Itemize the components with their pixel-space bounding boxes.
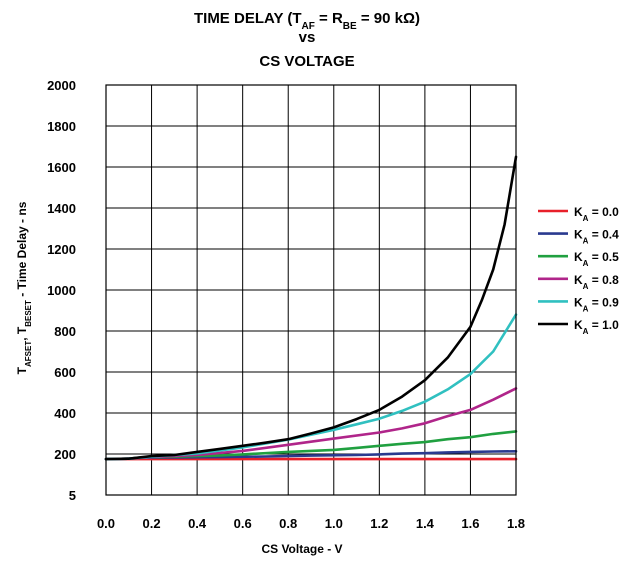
chart-title-line3: CS VOLTAGE bbox=[259, 53, 354, 70]
x-tick-label: 1.6 bbox=[461, 516, 479, 531]
legend-label: KA = 0.4 bbox=[574, 228, 619, 246]
y-tick-label: 1600 bbox=[47, 160, 76, 175]
x-tick-label: 0.2 bbox=[143, 516, 161, 531]
y-tick-label: 1400 bbox=[47, 201, 76, 216]
series-line-0-8 bbox=[104, 387, 518, 461]
y-tick-label: 200 bbox=[54, 447, 76, 462]
chart-title-line1: TIME DELAY (TAF = RBE = 90 kΩ) bbox=[194, 10, 420, 32]
legend-label: KA = 0.0 bbox=[574, 205, 619, 223]
x-tick-label: 0.4 bbox=[188, 516, 207, 531]
y-axis-label: TAFSET, TBESET - Time Delay - ns bbox=[15, 201, 33, 374]
x-tick-label: 1.8 bbox=[507, 516, 525, 531]
x-tick-label: 1.2 bbox=[370, 516, 388, 531]
legend: KA = 0.0 KA = 0.4 KA = 0.5 KA = 0.8 KA = 0.9… bbox=[538, 205, 619, 336]
x-tick-label: 1.4 bbox=[416, 516, 435, 531]
y-tick-label: 600 bbox=[54, 365, 76, 380]
y-tick-label: 800 bbox=[54, 324, 76, 339]
y-tick-label: 2000 bbox=[47, 78, 76, 93]
x-tick-label: 0.8 bbox=[279, 516, 297, 531]
y-tick-label: 1800 bbox=[47, 119, 76, 134]
legend-label: KA = 0.8 bbox=[574, 273, 619, 291]
y-tick-label: 1200 bbox=[47, 242, 76, 257]
series-line-1-0 bbox=[104, 155, 518, 461]
grid bbox=[105, 84, 517, 496]
x-tick-labels: 0.0 0.2 0.4 0.6 0.8 1.0 1.2 1.4 1.6 1.8 bbox=[97, 516, 525, 531]
legend-label: KA = 1.0 bbox=[574, 318, 619, 336]
plot-frame bbox=[105, 84, 517, 496]
legend-label: KA = 0.9 bbox=[574, 295, 619, 313]
x-tick-label: 0.0 bbox=[97, 516, 115, 531]
y-tick-labels: 5 200 400 600 800 1000 1200 1400 1600 1800 2000 bbox=[47, 78, 76, 503]
y-tick-label: 1000 bbox=[47, 283, 76, 298]
chart-title-line2: vs bbox=[299, 29, 316, 46]
y-tick-label: 400 bbox=[54, 406, 76, 421]
y-tick-label: 5 bbox=[69, 488, 76, 503]
x-axis-label: CS Voltage - V bbox=[261, 542, 342, 556]
x-tick-label: 0.6 bbox=[234, 516, 252, 531]
legend-label: KA = 0.5 bbox=[574, 250, 619, 268]
series-lines bbox=[104, 155, 518, 461]
x-tick-label: 1.0 bbox=[325, 516, 343, 531]
